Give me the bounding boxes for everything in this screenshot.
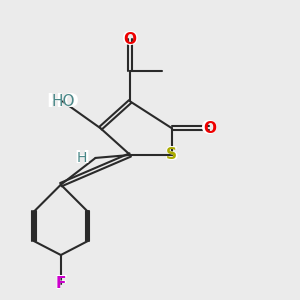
Text: O: O xyxy=(201,119,218,138)
Text: F: F xyxy=(54,274,68,293)
Text: F: F xyxy=(56,276,66,291)
Text: S: S xyxy=(166,148,177,163)
Text: HO: HO xyxy=(46,92,79,111)
Text: S: S xyxy=(165,146,179,164)
Text: HO: HO xyxy=(51,94,75,109)
Text: O: O xyxy=(124,32,137,46)
Text: O: O xyxy=(203,121,216,136)
Text: H: H xyxy=(76,151,87,165)
Text: H: H xyxy=(74,149,89,167)
Text: O: O xyxy=(122,29,139,49)
